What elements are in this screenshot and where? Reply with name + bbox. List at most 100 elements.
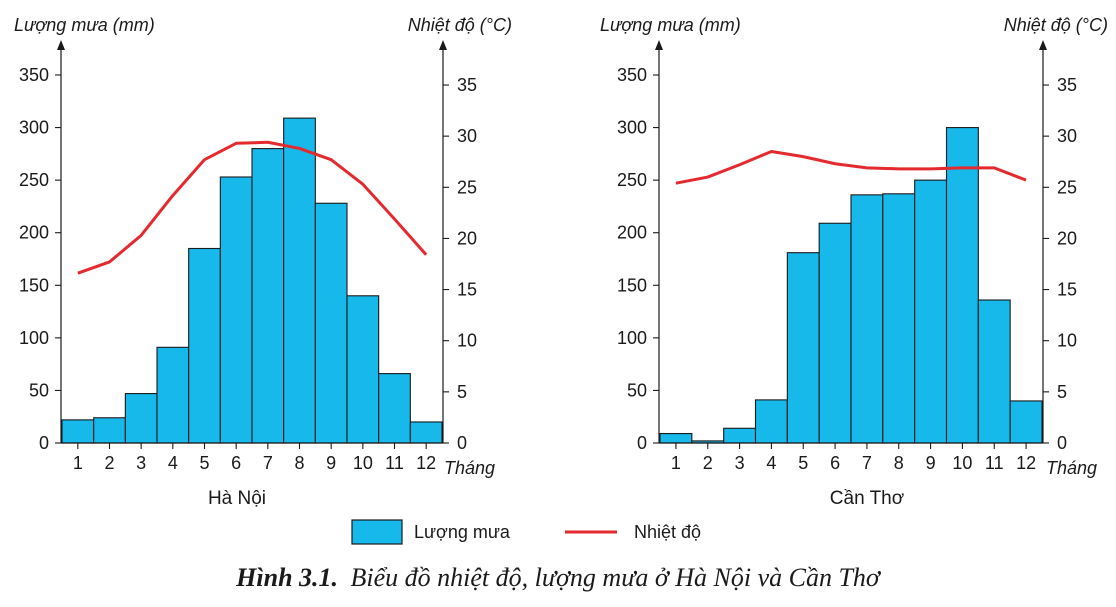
x-axis-title: Tháng bbox=[444, 458, 495, 478]
left-tick-label: 350 bbox=[617, 65, 647, 85]
left-tick-label: 50 bbox=[627, 380, 647, 400]
rain-bar bbox=[409, 421, 443, 444]
rain-bar bbox=[1009, 400, 1043, 444]
x-tick-label: 8 bbox=[894, 453, 904, 473]
right-tick-label: 15 bbox=[457, 280, 477, 300]
rain-bar bbox=[124, 393, 158, 444]
right-tick-label: 30 bbox=[1057, 126, 1077, 146]
rain-bar bbox=[786, 252, 820, 444]
x-tick-label: 8 bbox=[294, 453, 304, 473]
left-axis-title: Lượng mưa (mm) bbox=[600, 15, 741, 35]
right-tick-label: 35 bbox=[1057, 75, 1077, 95]
rain-bar bbox=[850, 194, 884, 444]
rain-bar bbox=[346, 295, 380, 444]
x-tick-label: 1 bbox=[73, 453, 83, 473]
right-tick-label: 15 bbox=[1057, 280, 1077, 300]
x-tick-label: 10 bbox=[353, 453, 373, 473]
x-tick-label: 2 bbox=[703, 453, 713, 473]
left-tick-label: 50 bbox=[29, 380, 49, 400]
legend-rain-label: Lượng mưa bbox=[414, 522, 511, 542]
city-title: Cần Thơ bbox=[830, 488, 904, 509]
right-tick-label: 10 bbox=[1057, 331, 1077, 351]
rain-bar bbox=[659, 432, 693, 444]
x-tick-label: 6 bbox=[830, 453, 840, 473]
x-tick-label: 10 bbox=[952, 453, 972, 473]
right-tick-label: 20 bbox=[457, 228, 477, 248]
x-tick-label: 9 bbox=[326, 453, 336, 473]
right-tick-label: 25 bbox=[457, 177, 477, 197]
right-tick-label: 5 bbox=[1057, 382, 1067, 402]
x-tick-label: 4 bbox=[168, 453, 178, 473]
right-tick-label: 25 bbox=[1057, 177, 1077, 197]
rain-bar bbox=[945, 127, 979, 444]
temperature-line bbox=[675, 149, 1027, 185]
rain-bar bbox=[93, 417, 126, 444]
x-axis-title: Tháng bbox=[1046, 458, 1097, 478]
left-tick-label: 200 bbox=[617, 223, 647, 243]
left-tick-label: 100 bbox=[19, 328, 49, 348]
right-tick-label: 30 bbox=[457, 126, 477, 146]
rain-bar bbox=[723, 427, 757, 444]
right-tick-label: 20 bbox=[1057, 228, 1077, 248]
right-tick-label: 5 bbox=[457, 382, 467, 402]
x-tick-label: 12 bbox=[1016, 453, 1036, 473]
rain-bar bbox=[251, 148, 285, 444]
left-tick-label: 0 bbox=[637, 433, 647, 453]
x-tick-label: 2 bbox=[104, 453, 114, 473]
x-tick-label: 11 bbox=[985, 453, 1004, 473]
x-tick-label: 3 bbox=[136, 453, 146, 473]
rain-bar bbox=[977, 299, 1011, 444]
right-axis-arrow-icon bbox=[439, 40, 447, 50]
left-axis-title: Lượng mưa (mm) bbox=[14, 15, 155, 35]
right-tick-label: 10 bbox=[457, 331, 477, 351]
right-axis-title: Nhiệt độ (°C) bbox=[1004, 15, 1108, 35]
left-tick-label: 150 bbox=[19, 275, 49, 295]
left-tick-label: 250 bbox=[19, 170, 49, 190]
left-axis-arrow-icon bbox=[655, 40, 663, 50]
x-tick-label: 12 bbox=[416, 453, 436, 473]
x-tick-label: 7 bbox=[263, 453, 273, 473]
x-tick-label: 5 bbox=[199, 453, 209, 473]
rain-bar bbox=[818, 222, 852, 444]
left-tick-label: 200 bbox=[19, 223, 49, 243]
x-tick-label: 7 bbox=[862, 453, 872, 473]
x-tick-label: 11 bbox=[385, 453, 404, 473]
rain-bar bbox=[754, 399, 788, 444]
x-tick-label: 6 bbox=[231, 453, 241, 473]
rain-bar bbox=[378, 373, 411, 444]
temperature-line bbox=[77, 140, 428, 275]
left-axis-arrow-icon bbox=[57, 40, 65, 50]
x-tick-label: 3 bbox=[735, 453, 745, 473]
rain-bar bbox=[283, 117, 316, 444]
right-tick-label: 35 bbox=[457, 75, 477, 95]
left-tick-label: 100 bbox=[617, 328, 647, 348]
x-tick-label: 5 bbox=[798, 453, 808, 473]
city-title: Hà Nội bbox=[208, 488, 266, 509]
right-axis-arrow-icon bbox=[1039, 40, 1047, 50]
rain-bar bbox=[219, 176, 253, 444]
left-tick-label: 250 bbox=[617, 170, 647, 190]
legend-rain-swatch bbox=[351, 519, 403, 545]
figure-caption: Hình 3.1. Biểu đồ nhiệt độ, lượng mưa ở … bbox=[235, 563, 882, 592]
rain-bar bbox=[314, 202, 348, 444]
caption-label: Hình 3.1. bbox=[235, 563, 338, 592]
left-tick-label: 350 bbox=[19, 65, 49, 85]
rain-bar bbox=[156, 346, 190, 444]
rain-bar bbox=[882, 193, 916, 444]
x-tick-label: 4 bbox=[766, 453, 776, 473]
left-tick-label: 300 bbox=[617, 118, 647, 138]
rain-bar bbox=[914, 179, 948, 444]
rain-bar bbox=[61, 419, 95, 444]
rain-bar bbox=[188, 247, 221, 444]
legend-temp-label: Nhiệt độ bbox=[634, 522, 701, 542]
caption-text: Biểu đồ nhiệt độ, lượng mưa ở Hà Nội và … bbox=[351, 563, 882, 592]
left-tick-label: 300 bbox=[19, 118, 49, 138]
right-tick-label: 0 bbox=[1057, 433, 1067, 453]
right-tick-label: 0 bbox=[457, 433, 467, 453]
legend: Lượng mưa Nhiệt độ bbox=[351, 519, 701, 545]
left-tick-label: 0 bbox=[39, 433, 49, 453]
